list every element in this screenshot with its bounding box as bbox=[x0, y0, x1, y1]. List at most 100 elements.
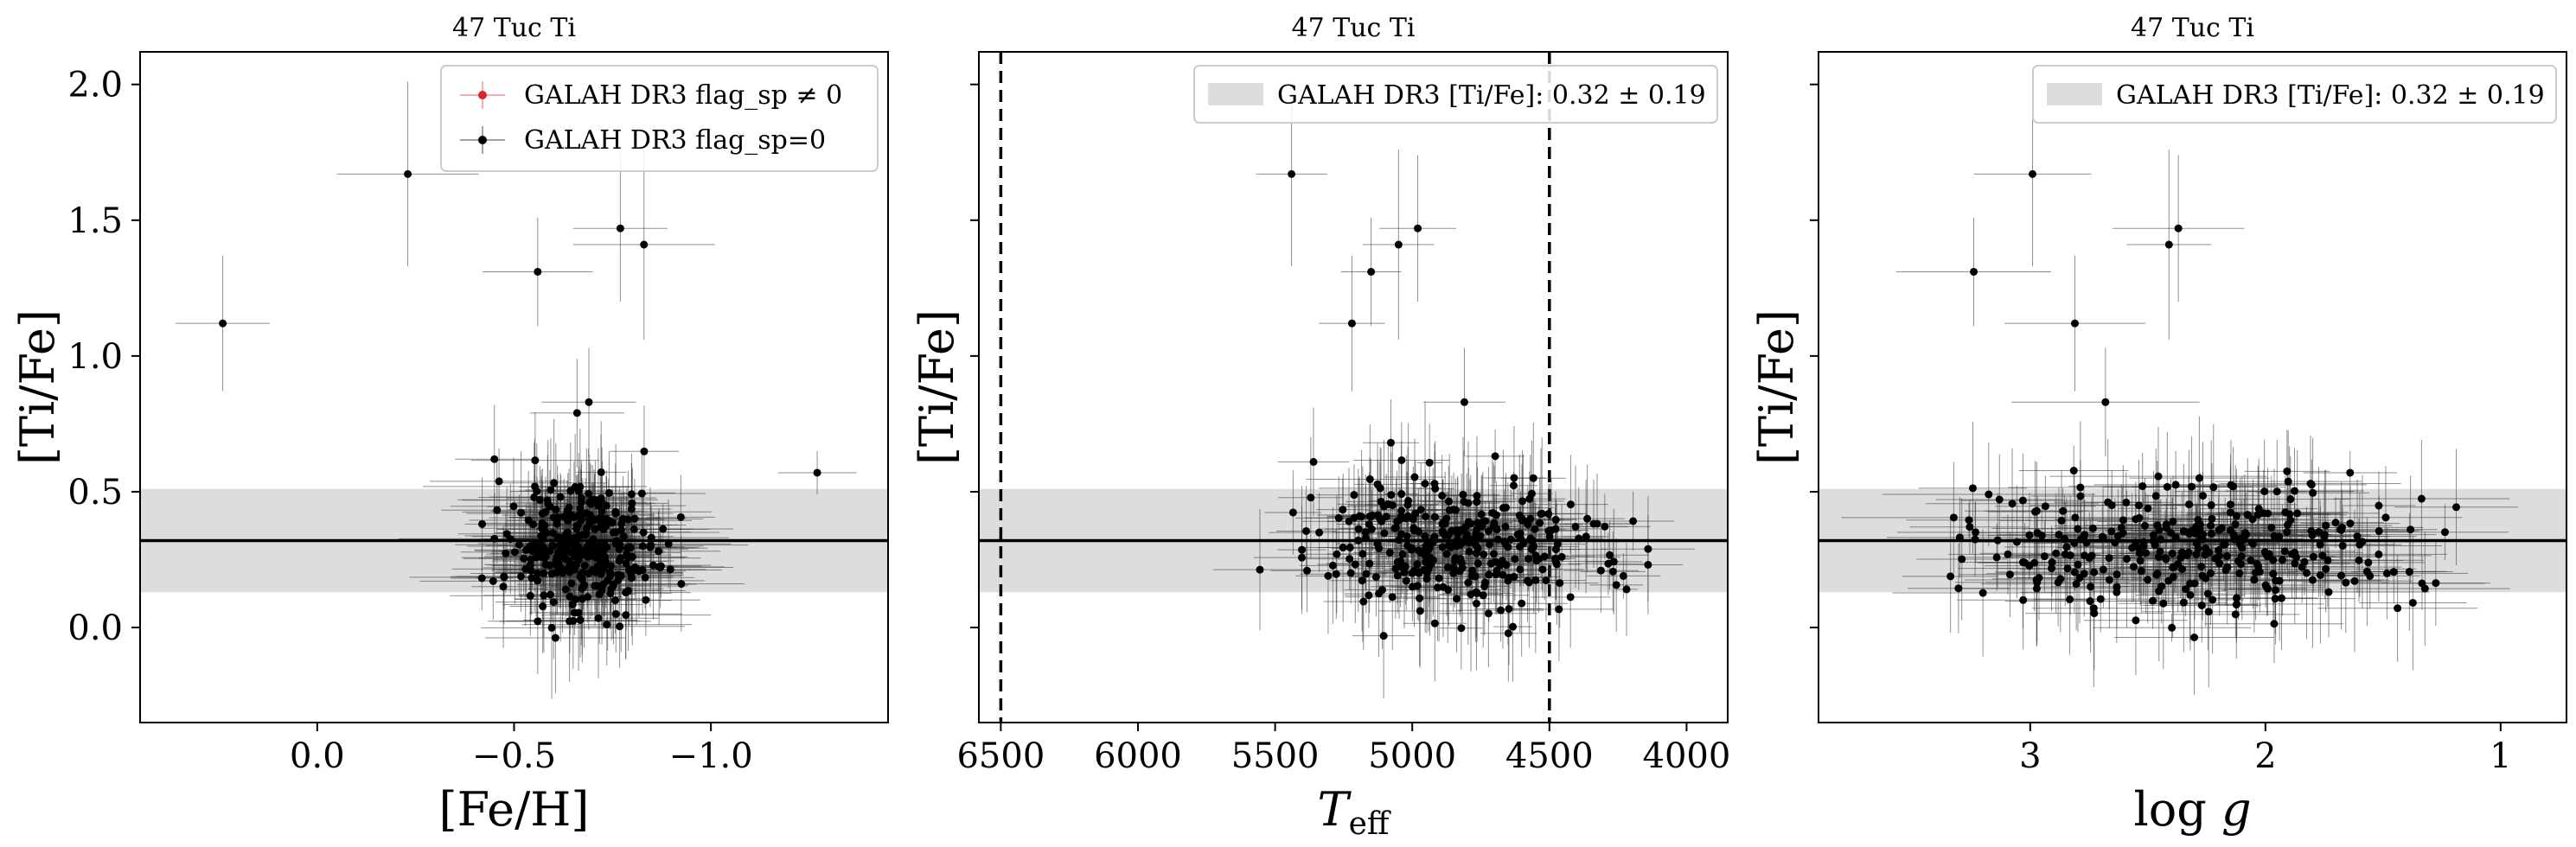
data-point bbox=[649, 561, 657, 570]
data-point bbox=[2184, 500, 2193, 509]
data-point bbox=[2226, 525, 2234, 534]
data-point bbox=[1516, 565, 1525, 574]
data-point bbox=[2155, 587, 2164, 595]
data-point bbox=[2247, 556, 2255, 564]
data-point bbox=[2231, 610, 2240, 619]
data-point bbox=[1583, 514, 1592, 523]
legend: GALAH DR3 [Ti/Fe]: 0.32 ± 0.19 bbox=[1193, 65, 1718, 124]
data-points bbox=[1256, 169, 1652, 640]
data-point bbox=[1297, 553, 1306, 562]
data-point bbox=[1288, 508, 1297, 517]
data-point bbox=[556, 568, 565, 576]
data-point bbox=[2254, 505, 2263, 513]
data-point bbox=[1442, 550, 1451, 558]
data-point bbox=[1324, 571, 1333, 580]
panel-3: 3 2 1 47 Tuc Ti log g [Ti/Fe] GALAH DR3 [Ti/Fe… bbox=[1749, 13, 2567, 837]
data-point bbox=[2381, 513, 2390, 522]
data-point bbox=[2286, 516, 2295, 525]
data-point bbox=[549, 598, 558, 607]
data-point bbox=[219, 319, 227, 328]
data-point bbox=[2199, 492, 2208, 500]
data-point bbox=[2283, 467, 2292, 475]
data-point bbox=[2169, 573, 2177, 582]
data-point bbox=[2164, 240, 2173, 249]
legend-label: GALAH DR3 [Ti/Fe]: 0.32 ± 0.19 bbox=[1277, 80, 1706, 111]
data-point bbox=[2309, 552, 2317, 561]
data-point bbox=[2283, 528, 2292, 537]
data-point bbox=[1365, 474, 1374, 483]
chart-title: 47 Tuc Ti bbox=[2131, 13, 2254, 43]
data-point bbox=[2159, 599, 2168, 608]
data-point bbox=[2269, 570, 2278, 578]
data-point bbox=[1551, 545, 1560, 554]
data-point bbox=[1368, 511, 1377, 519]
data-point bbox=[1367, 267, 1376, 276]
data-point bbox=[2350, 576, 2359, 585]
data-point bbox=[1524, 520, 1532, 529]
data-point bbox=[1480, 550, 1488, 558]
axes-frame bbox=[978, 51, 1729, 723]
data-point bbox=[1377, 517, 1386, 525]
data-point bbox=[2362, 567, 2371, 576]
data-point bbox=[1596, 566, 1605, 575]
data-point bbox=[2215, 546, 2223, 555]
data-point bbox=[566, 562, 575, 570]
data-point bbox=[1582, 532, 1590, 541]
data-point bbox=[1473, 498, 1481, 506]
data-point bbox=[607, 562, 616, 570]
data-point bbox=[2280, 547, 2289, 556]
data-point bbox=[2269, 556, 2278, 564]
data-point bbox=[1622, 585, 1631, 594]
data-point bbox=[2440, 528, 2449, 537]
data-point bbox=[1524, 555, 1532, 564]
data-point bbox=[2198, 571, 2207, 580]
data-point bbox=[580, 561, 589, 570]
data-point bbox=[2263, 552, 2272, 561]
data-point bbox=[517, 508, 526, 517]
data-point bbox=[576, 615, 585, 624]
data-point bbox=[627, 490, 636, 499]
data-point bbox=[2231, 520, 2240, 529]
data-point bbox=[2217, 524, 2226, 532]
legend-label: GALAH DR3 flag_sp ≠ 0 bbox=[524, 80, 842, 111]
data-point bbox=[1358, 550, 1367, 558]
data-point bbox=[2382, 569, 2391, 577]
data-point bbox=[1433, 583, 1441, 592]
data-point bbox=[2346, 468, 2355, 477]
data-point bbox=[2087, 551, 2096, 560]
data-point bbox=[2182, 585, 2190, 594]
data-point bbox=[2144, 504, 2152, 513]
data-point bbox=[515, 540, 523, 549]
data-point bbox=[2275, 576, 2284, 585]
data-point bbox=[1472, 599, 1480, 608]
data-point bbox=[1978, 589, 1987, 597]
data-point bbox=[1373, 480, 1382, 488]
data-point bbox=[676, 513, 685, 521]
data-point bbox=[1458, 525, 1467, 534]
data-point bbox=[2272, 586, 2280, 595]
data-point bbox=[1393, 571, 1402, 580]
data-point bbox=[1302, 526, 1311, 535]
x-axis-label: [Fe/H] bbox=[439, 782, 590, 837]
data-point bbox=[1493, 566, 1501, 575]
legend-box bbox=[2032, 65, 2557, 124]
data-point bbox=[1465, 547, 1473, 556]
data-point bbox=[637, 489, 646, 498]
data-point bbox=[2233, 600, 2241, 608]
data-point bbox=[2206, 569, 2215, 577]
data-point bbox=[599, 564, 608, 573]
data-point bbox=[2076, 492, 2085, 500]
data-point bbox=[540, 521, 549, 530]
data-point bbox=[1416, 607, 1424, 615]
data-point bbox=[2307, 526, 2316, 535]
data-point bbox=[540, 554, 549, 563]
data-point bbox=[567, 511, 576, 519]
data-point bbox=[1509, 481, 1518, 490]
data-point bbox=[1365, 559, 1374, 568]
data-point bbox=[813, 468, 821, 477]
data-point bbox=[2208, 595, 2217, 604]
x-axis-label: log g bbox=[2133, 782, 2251, 837]
data-point bbox=[2432, 579, 2440, 588]
data-point bbox=[2318, 551, 2327, 560]
data-point bbox=[556, 493, 565, 501]
